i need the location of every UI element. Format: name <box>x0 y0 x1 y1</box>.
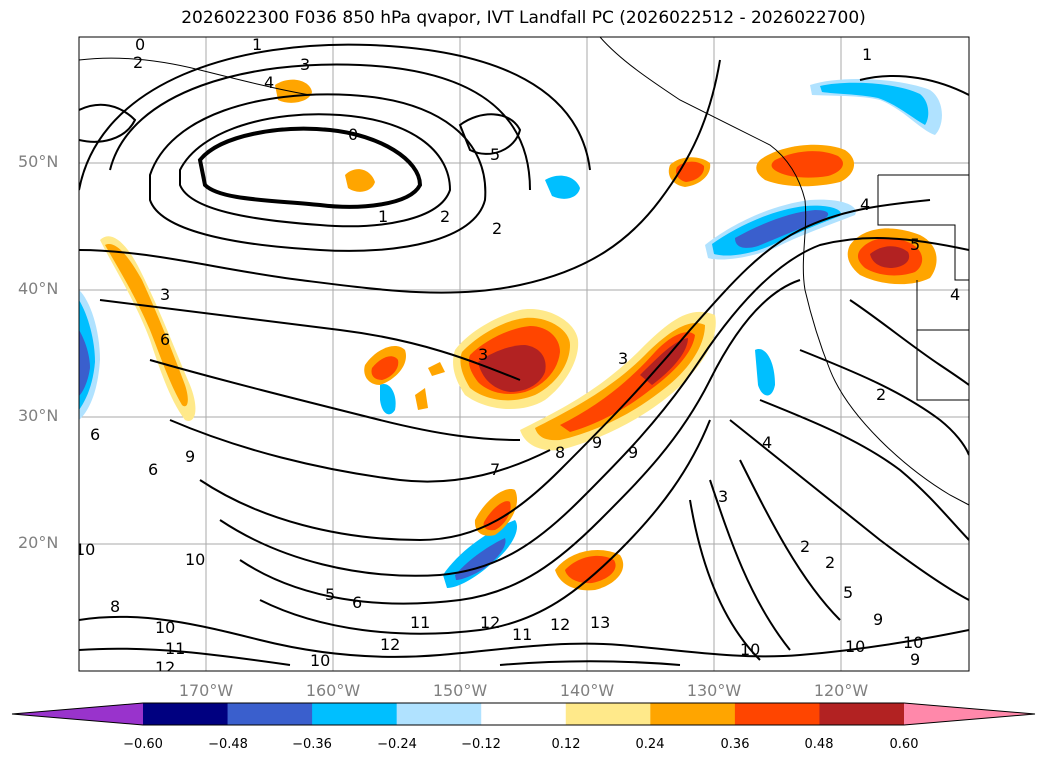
contour-label: 0 <box>135 35 145 54</box>
lon-label: 130°W <box>686 681 742 700</box>
contour-label: 13 <box>590 613 610 632</box>
contour-label: 12 <box>155 658 175 677</box>
colorbar-tick: −0.36 <box>292 737 332 752</box>
contour-label: 2 <box>825 553 835 572</box>
lon-label: 120°W <box>813 681 869 700</box>
lon-label: 170°W <box>178 681 234 700</box>
colorbar <box>11 702 1036 726</box>
contour-label: 8 <box>555 443 565 462</box>
colorbar-segment <box>143 703 229 725</box>
contour-label: 10 <box>903 633 923 652</box>
contour-label: 9 <box>910 650 920 669</box>
colorbar-segment <box>650 703 736 725</box>
contour-label: 2 <box>492 219 502 238</box>
contour-label: 3 <box>618 349 628 368</box>
contour-label: 4 <box>950 285 960 304</box>
colorbar-segment <box>734 703 820 725</box>
map-title: 2026022300 F036 850 hPa qvapor, IVT Land… <box>181 8 866 28</box>
contour-label: 1 <box>378 207 388 226</box>
contour-label: 5 <box>910 235 920 254</box>
contour-label: 11 <box>410 613 430 632</box>
contour-label: 6 <box>160 330 170 349</box>
contour-label: 12 <box>380 635 400 654</box>
contour-label: 2 <box>876 385 886 404</box>
colorbar-tick: −0.48 <box>208 737 248 752</box>
colorbar-segment <box>819 703 905 725</box>
contour-label: 5 <box>843 583 853 602</box>
colorbar-tick: 0.60 <box>889 737 919 752</box>
contour-label: 5 <box>325 585 335 604</box>
contour-label: 10 <box>155 618 175 637</box>
colorbar-outline <box>11 702 1036 726</box>
colorbar-tick: −0.12 <box>461 737 501 752</box>
contour-label: 10 <box>845 637 865 656</box>
contour-label: 12 <box>550 615 570 634</box>
colorbar-extend-high <box>904 703 1035 725</box>
map-frame <box>78 36 970 672</box>
contour-label: 10 <box>185 550 205 569</box>
contour-label: 9 <box>628 443 638 462</box>
contour-label: 0 <box>348 125 358 144</box>
contour-label: 2 <box>800 537 810 556</box>
colorbar-tick: 0.48 <box>804 737 834 752</box>
lat-label: 50°N <box>18 152 59 171</box>
contour-label: 12 <box>480 613 500 632</box>
colorbar-segment <box>396 703 482 725</box>
contour-label: 9 <box>185 447 195 466</box>
contour-label: 10 <box>75 540 95 559</box>
colorbar-segment <box>227 703 313 725</box>
contour-label: 3 <box>718 487 728 506</box>
contour-label: 10 <box>740 640 760 659</box>
contour-label: 2 <box>133 53 143 72</box>
ivt-contours <box>79 43 969 666</box>
contour-label: 9 <box>873 610 883 629</box>
contour-labels: 0 1 2 3 4 0 1 2 2 5 3 6 3 3 6 6 9 7 8 9 … <box>75 35 960 677</box>
colorbar-tick: 0.12 <box>551 737 581 752</box>
colorbar-tick: 0.36 <box>720 737 750 752</box>
contour-label: 3 <box>478 345 488 364</box>
contour-label: 4 <box>264 73 274 92</box>
contour-label: 8 <box>110 597 120 616</box>
lat-label: 20°N <box>18 533 59 552</box>
shaded-field <box>79 78 942 591</box>
contour-label: 3 <box>160 285 170 304</box>
coastline <box>79 37 969 506</box>
contour-label: 11 <box>512 625 532 644</box>
lon-label: 160°W <box>305 681 361 700</box>
lat-label: 40°N <box>18 279 59 298</box>
contour-label: 4 <box>860 195 870 214</box>
contour-label: 3 <box>300 55 310 74</box>
contour-label: 7 <box>490 460 500 479</box>
contour-label: 6 <box>352 593 362 612</box>
lon-label: 140°W <box>559 681 615 700</box>
colorbar-segment <box>565 703 651 725</box>
colorbar-tick: 0.24 <box>635 737 665 752</box>
contour-label: 6 <box>148 460 158 479</box>
colorbar-extend-low <box>12 703 143 725</box>
contour-label: 11 <box>165 639 185 658</box>
lat-label: 30°N <box>18 406 59 425</box>
colorbar-segment <box>481 703 567 725</box>
contour-label: 4 <box>762 433 772 452</box>
contour-label: 6 <box>90 425 100 444</box>
contour-label: 9 <box>592 433 602 452</box>
colorbar-tick: −0.60 <box>123 737 163 752</box>
contour-label: 2 <box>440 207 450 226</box>
colorbar-segment <box>312 703 398 725</box>
lon-label: 150°W <box>432 681 488 700</box>
colorbar-tick: −0.24 <box>377 737 417 752</box>
contour-label: 1 <box>252 35 262 54</box>
contour-label: 1 <box>862 45 872 64</box>
contour-label: 5 <box>490 145 500 164</box>
contour-label: 10 <box>310 651 330 670</box>
